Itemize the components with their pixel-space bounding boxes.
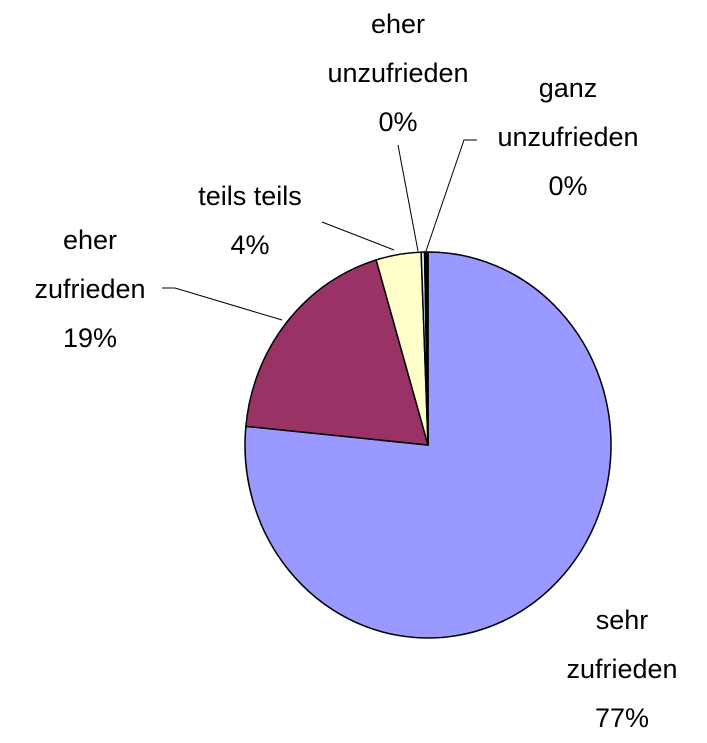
category-name: teils teils: [198, 181, 302, 211]
value-label: 4%: [230, 230, 270, 260]
value-label: 0%: [548, 171, 588, 201]
category-name: sehr zufrieden: [566, 605, 678, 684]
category-name: eher unzufrieden: [327, 9, 469, 88]
pie-slice: [245, 258, 430, 446]
category-name: eher zufrieden: [34, 225, 146, 304]
slice-label: eher unzufrieden 0%: [313, 0, 483, 147]
leader-lines: [162, 139, 477, 321]
slice-label: sehr zufrieden 77%: [542, 596, 702, 743]
value-label: 0%: [378, 107, 418, 137]
slice-label: teils teils 4%: [165, 172, 335, 270]
pie-slice: [423, 251, 429, 446]
value-label: 19%: [62, 323, 118, 353]
pie-slice: [244, 251, 612, 639]
leader-line: [162, 287, 283, 321]
leader-line: [321, 221, 395, 251]
leader-line: [425, 139, 477, 252]
value-label: 77%: [594, 703, 650, 733]
slice-label: ganz unzufrieden 0%: [473, 64, 663, 211]
slice-label: eher zufrieden 19%: [10, 216, 170, 363]
leader-line: [397, 144, 419, 252]
category-name: ganz unzufrieden: [497, 73, 639, 152]
